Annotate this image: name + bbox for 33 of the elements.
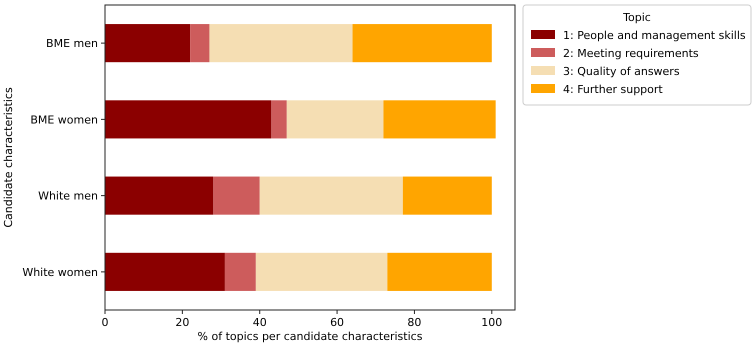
bar bbox=[352, 24, 492, 62]
x-tick-label: 80 bbox=[407, 316, 422, 329]
bar bbox=[190, 24, 210, 62]
bar bbox=[105, 24, 190, 62]
bar bbox=[383, 100, 496, 138]
y-tick-label: White men bbox=[38, 190, 98, 203]
bar bbox=[387, 252, 492, 291]
x-axis-title: % of topics per candidate characteristics bbox=[198, 330, 423, 343]
x-tick-label: 100 bbox=[481, 316, 502, 329]
bar bbox=[271, 100, 287, 138]
bar bbox=[260, 176, 403, 215]
bar bbox=[213, 176, 260, 215]
bar bbox=[224, 252, 256, 291]
bar bbox=[105, 100, 272, 138]
legend-title: Topic bbox=[622, 11, 651, 24]
y-tick-label: BME men bbox=[46, 37, 98, 50]
legend-label: 4: Further support bbox=[563, 83, 664, 96]
y-tick-label: White women bbox=[22, 266, 98, 279]
bar bbox=[286, 100, 384, 138]
bar bbox=[209, 24, 353, 62]
bar bbox=[105, 176, 214, 215]
x-tick-label: 20 bbox=[175, 316, 190, 329]
legend-label: 2: Meeting requirements bbox=[563, 47, 699, 60]
y-tick-label: BME women bbox=[30, 113, 98, 126]
bar bbox=[402, 176, 492, 215]
x-tick-label: 60 bbox=[330, 316, 344, 329]
x-tick-label: 0 bbox=[102, 316, 108, 329]
legend-label: 1: People and management skills bbox=[563, 29, 746, 42]
bar bbox=[256, 252, 388, 291]
x-tick-label: 40 bbox=[252, 316, 267, 329]
legend-label: 3: Quality of answers bbox=[563, 65, 680, 78]
y-axis-title: Candidate characteristics bbox=[2, 87, 15, 228]
bar bbox=[105, 252, 225, 291]
